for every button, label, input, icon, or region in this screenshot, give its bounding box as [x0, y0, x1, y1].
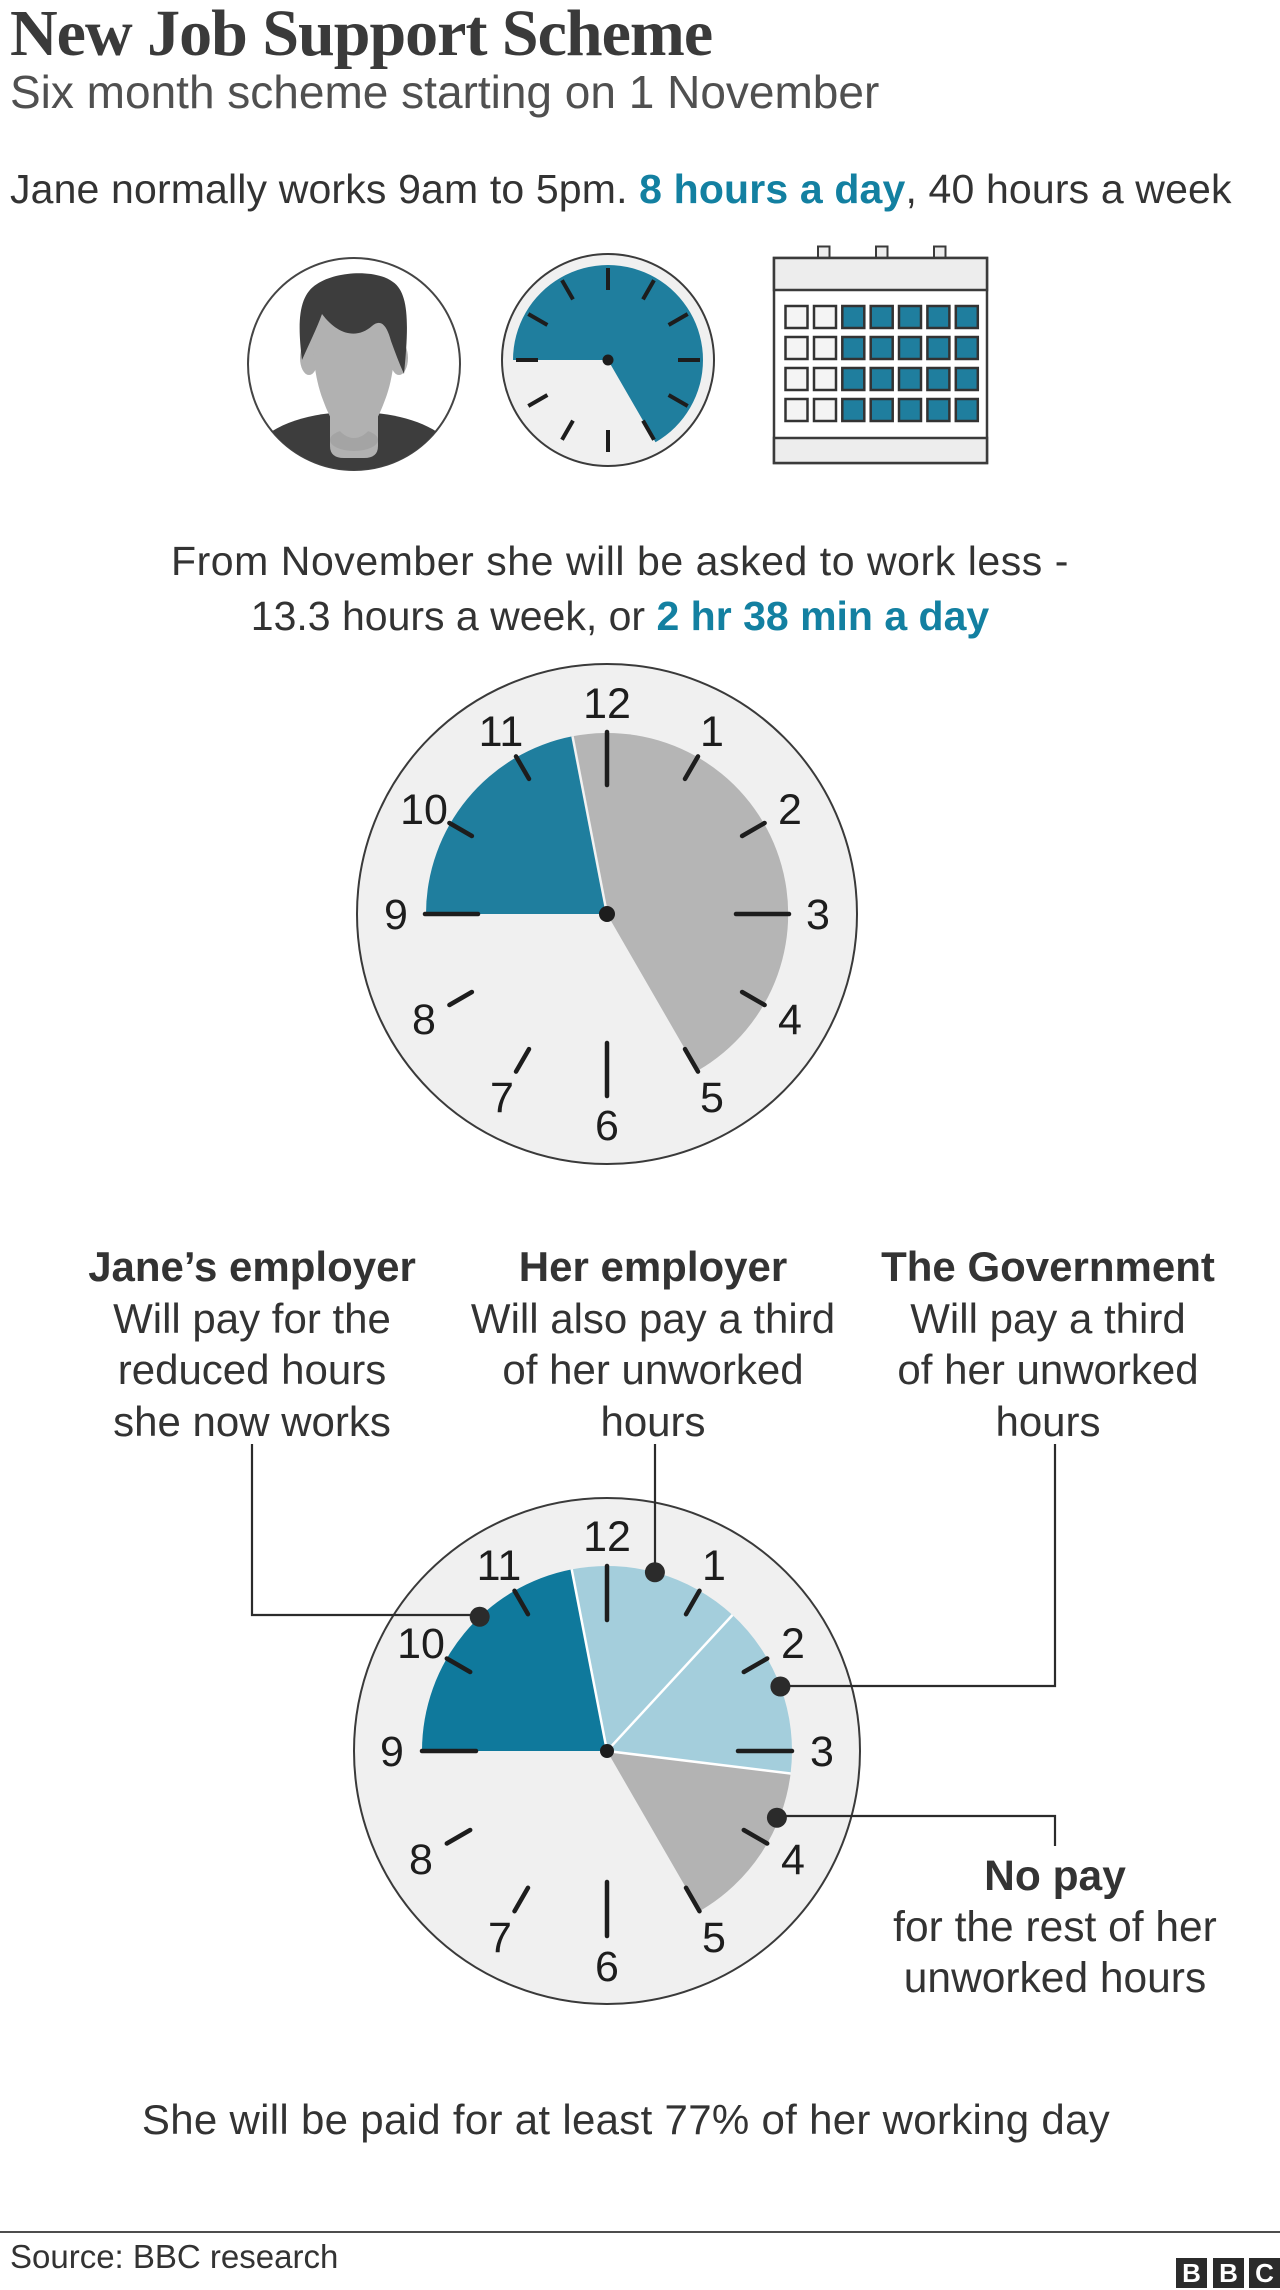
svg-text:5: 5 [702, 1914, 726, 1962]
svg-text:3: 3 [806, 891, 830, 939]
svg-text:6: 6 [595, 1102, 619, 1150]
svg-text:12: 12 [583, 680, 631, 728]
svg-text:10: 10 [400, 786, 448, 834]
svg-text:C: C [1255, 2258, 1274, 2288]
svg-text:1: 1 [700, 708, 724, 756]
svg-text:11: 11 [479, 708, 524, 756]
svg-text:4: 4 [781, 1836, 805, 1884]
svg-text:10: 10 [397, 1620, 445, 1668]
svg-text:4: 4 [778, 996, 802, 1044]
svg-text:2: 2 [781, 1620, 805, 1668]
svg-text:B: B [1182, 2258, 1201, 2288]
svg-text:5: 5 [700, 1074, 724, 1122]
svg-text:11: 11 [477, 1542, 522, 1590]
svg-text:6: 6 [595, 1943, 619, 1991]
svg-text:1: 1 [702, 1542, 726, 1590]
svg-text:9: 9 [384, 891, 408, 939]
svg-text:8: 8 [412, 996, 436, 1044]
svg-text:3: 3 [810, 1728, 834, 1776]
svg-text:9: 9 [380, 1728, 404, 1776]
svg-text:8: 8 [409, 1836, 433, 1884]
svg-text:B: B [1219, 2258, 1238, 2288]
svg-text:2: 2 [778, 786, 802, 834]
svg-text:7: 7 [488, 1914, 512, 1962]
svg-text:7: 7 [490, 1074, 514, 1122]
svg-text:12: 12 [583, 1513, 631, 1561]
